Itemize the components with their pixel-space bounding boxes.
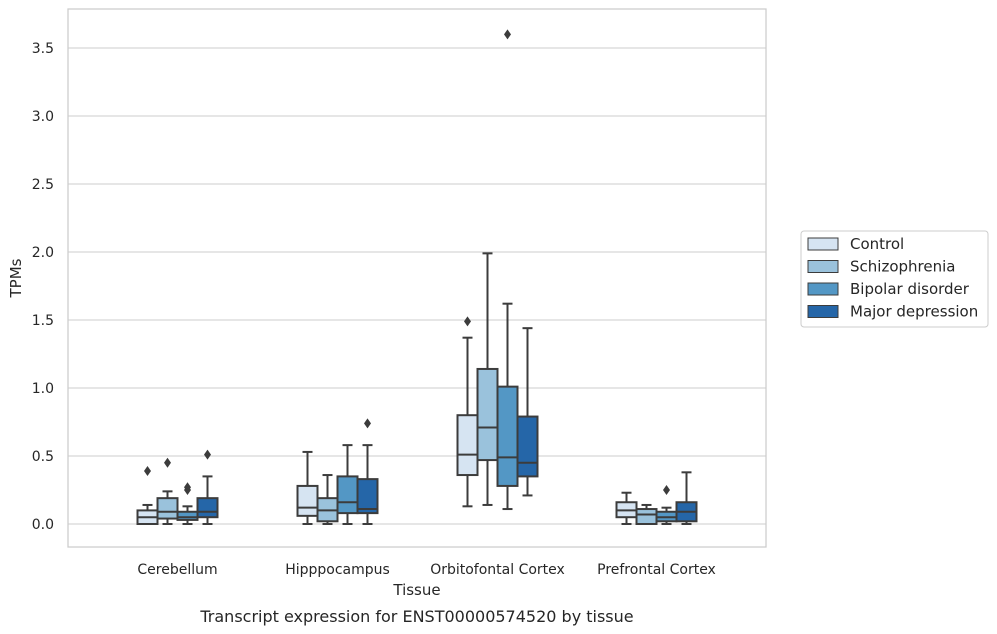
box-bipolar-disorder [176, 482, 199, 525]
outlier-point [164, 457, 171, 468]
y-tick-label: 1.5 [32, 313, 54, 329]
y-tick-label: 0.0 [32, 517, 54, 533]
legend-swatch [807, 282, 839, 296]
box-major-depression [516, 327, 539, 497]
box-control [456, 316, 479, 508]
y-tick-label: 1.0 [32, 381, 54, 397]
box-schizophrenia [635, 503, 658, 526]
y-tick-label: 3.5 [32, 41, 54, 57]
chart-caption: Transcript expression for ENST0000057452… [199, 607, 633, 626]
outlier-point [504, 29, 511, 40]
gridlines [68, 47, 766, 525]
outlier-point [144, 465, 151, 476]
box-major-depression [675, 471, 698, 525]
box-schizophrenia [476, 252, 499, 506]
box-body [456, 414, 479, 477]
x-tick-label: Cerebellum [137, 562, 217, 578]
legend-swatch [807, 260, 839, 273]
box-body [156, 497, 179, 520]
x-axis-label: Tissue [392, 581, 440, 599]
box-schizophrenia [156, 457, 179, 525]
box-major-depression [196, 449, 219, 525]
box-body [196, 497, 219, 519]
box-major-depression [356, 418, 379, 525]
outlier-point [364, 418, 371, 429]
legend-swatch [807, 305, 839, 318]
box-body [356, 478, 379, 515]
y-tick-label: 2.0 [32, 245, 54, 261]
x-tick-labels: Cerebellum Hipppocampus Orbitofontal Corte… [137, 562, 715, 578]
y-tick-label: 2.5 [32, 177, 54, 193]
box-body [496, 385, 519, 487]
box-body [176, 510, 199, 521]
y-tick-labels: 0.0 0.5 1.0 1.5 2.0 2.5 3.0 3.5 [32, 41, 54, 533]
box-body [635, 508, 658, 526]
box-body [516, 415, 539, 478]
box-bipolar-disorder [336, 444, 359, 525]
boxes [136, 29, 698, 526]
legend-label: Major depression [850, 303, 978, 321]
x-tick-label: Prefrontal Cortex [597, 562, 716, 578]
plot-frame [67, 8, 767, 548]
legend-label: Schizophrenia [850, 258, 955, 276]
box-control [615, 491, 638, 525]
box-control [296, 450, 319, 525]
y-tick-label: 3.0 [32, 109, 54, 125]
x-tick-label: Hipppocampus [285, 562, 390, 578]
outlier-point [663, 485, 670, 495]
y-tick-label: 0.5 [32, 449, 54, 465]
outlier-point [184, 482, 191, 493]
box-body [336, 475, 359, 515]
legend-swatch [807, 237, 839, 251]
legend-label: Bipolar disorder [850, 280, 970, 298]
outlier-point [204, 449, 211, 460]
box-bipolar-disorder [496, 29, 519, 511]
box-body [476, 367, 499, 462]
box-schizophrenia [316, 474, 339, 525]
box-body [296, 484, 319, 517]
legend-label: Control [850, 235, 904, 253]
x-tick-label: Orbitofontal Cortex [430, 562, 565, 578]
box-bipolar-disorder [655, 485, 678, 525]
legend: Control Schizophrenia Bipolar disorder Majo… [800, 230, 989, 328]
box-control [136, 465, 159, 525]
outlier-point [464, 316, 471, 327]
legend-frame [800, 230, 989, 328]
y-axis-label: TPMs [7, 258, 25, 298]
